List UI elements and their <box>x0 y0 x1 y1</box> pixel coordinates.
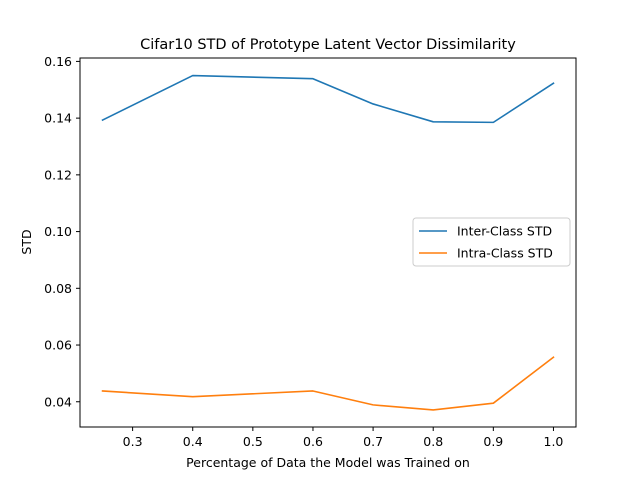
legend-box <box>412 217 571 267</box>
y-axis-label: STD <box>19 229 34 254</box>
x-tick-label: 0.7 <box>363 434 383 449</box>
y-tick-label: 0.08 <box>44 281 72 296</box>
x-tick-label: 0.5 <box>243 434 263 449</box>
x-tick-label: 1.0 <box>544 434 564 449</box>
y-tick-label: 0.04 <box>44 394 72 409</box>
y-tick-label: 0.16 <box>44 54 72 69</box>
chart-title: Cifar10 STD of Prototype Latent Vector D… <box>140 37 516 53</box>
series-line-0 <box>101 74 555 124</box>
x-axis-label: Percentage of Data the Model was Trained… <box>186 455 470 470</box>
plot-frame <box>79 57 577 428</box>
y-tick-label: 0.10 <box>44 224 72 239</box>
y-tick-label: 0.14 <box>44 111 72 126</box>
legend-label-1: Intra-Class STD <box>457 246 553 261</box>
x-tick-label: 0.3 <box>123 434 143 449</box>
x-tick-label: 0.9 <box>483 434 503 449</box>
series-line-1 <box>101 356 555 411</box>
legend: Inter-Class STD Intra-Class STD <box>412 217 571 267</box>
x-tick-label: 0.6 <box>303 434 323 449</box>
y-tick-label: 0.12 <box>44 167 72 182</box>
x-tick-label: 0.4 <box>183 434 203 449</box>
x-tick-label: 0.8 <box>423 434 443 449</box>
y-tick-label: 0.06 <box>44 338 72 353</box>
legend-label-0: Inter-Class STD <box>457 224 552 239</box>
plot-area: 0.3 0.4 0.5 0.6 0.7 0.8 0.9 1.0 0.04 0.06 0.08 0.10… <box>44 54 577 449</box>
